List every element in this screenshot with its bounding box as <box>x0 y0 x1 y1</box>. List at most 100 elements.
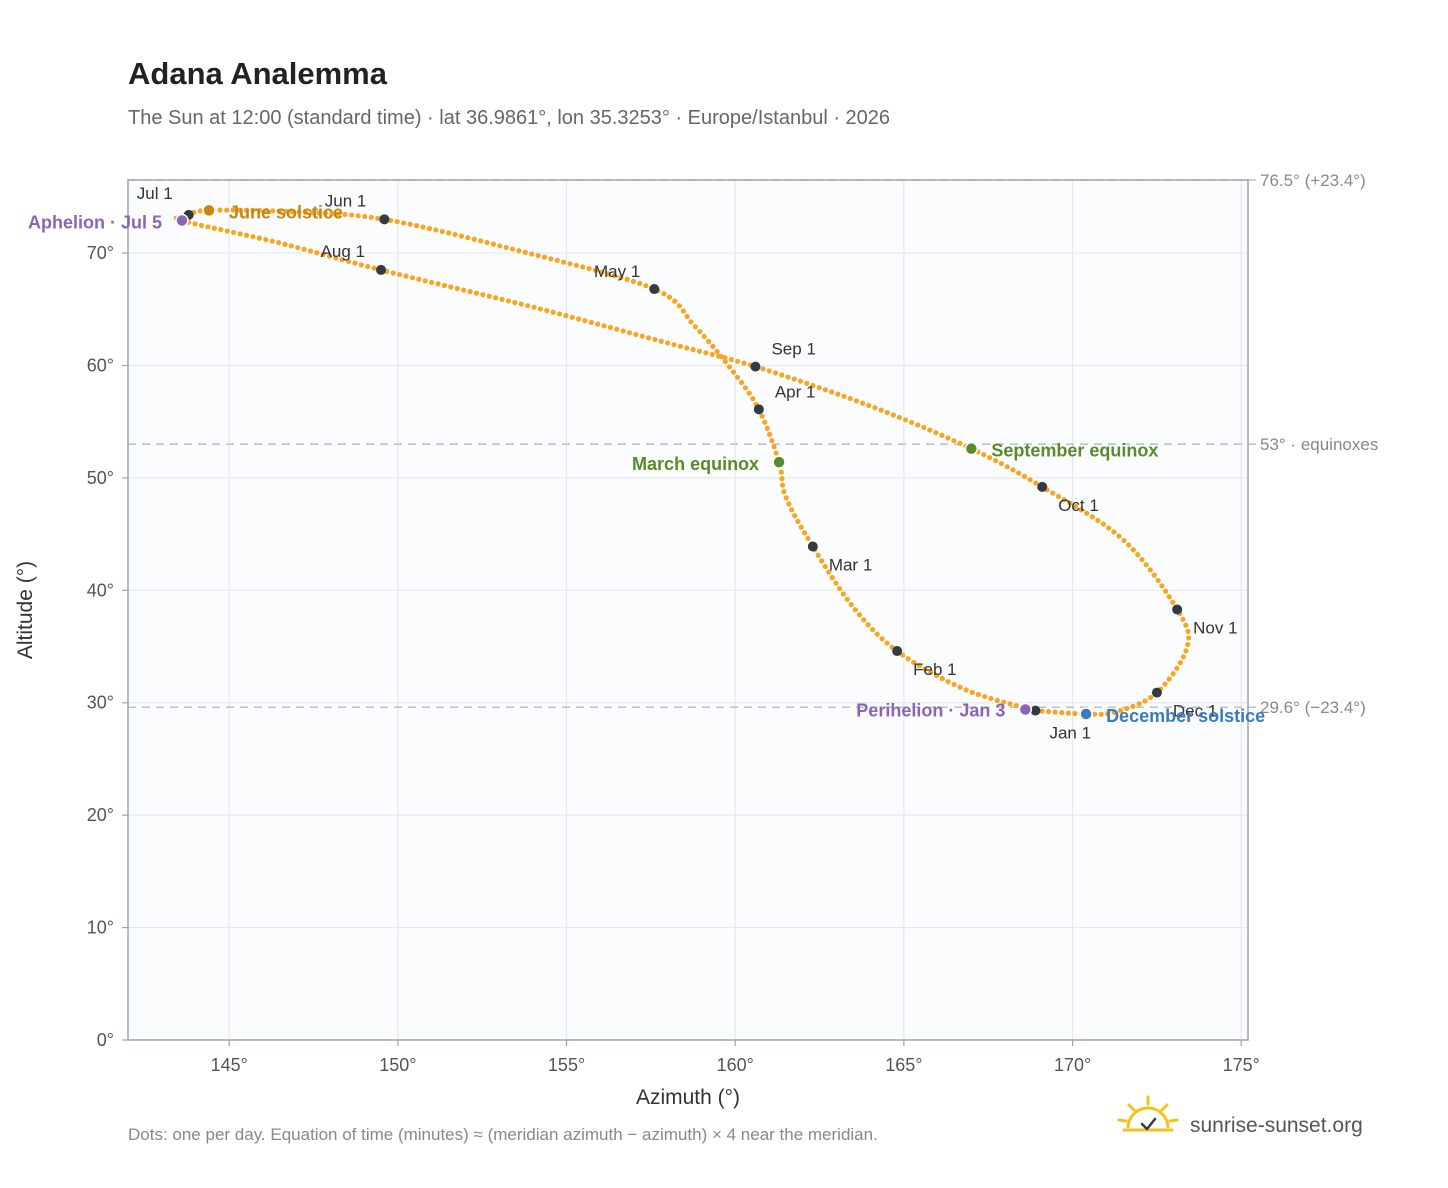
daily-dot <box>922 666 928 672</box>
daily-dot <box>499 296 505 302</box>
daily-dot <box>792 513 798 519</box>
daily-dot <box>878 407 884 413</box>
daily-dot <box>1084 510 1090 516</box>
daily-dot <box>401 220 407 226</box>
daily-dot <box>1116 533 1122 539</box>
daily-dot <box>397 271 403 278</box>
daily-dot <box>684 345 690 351</box>
month-markers: Jan 1 Feb 1 Mar 1 Apr 1 May 1 Jun 1 Jul 1 Aug 1… <box>137 184 1238 743</box>
daily-dot <box>1183 622 1189 628</box>
daily-dot <box>611 273 618 279</box>
daily-dot <box>446 230 452 236</box>
chart-title: Adana Analemma <box>128 56 388 91</box>
daily-dot <box>916 663 922 669</box>
month-marker-dot <box>892 646 903 657</box>
daily-dot <box>798 524 804 530</box>
daily-dot <box>429 279 435 285</box>
daily-dot <box>829 389 835 395</box>
daily-dot <box>815 552 821 558</box>
daily-dot <box>1124 705 1130 712</box>
daily-dot <box>841 393 847 399</box>
daily-dot <box>1004 464 1010 470</box>
daily-dot <box>471 236 477 242</box>
y-axis-label: Altitude (°) <box>14 561 37 659</box>
daily-dot <box>1072 710 1078 717</box>
daily-dot <box>722 355 728 361</box>
month-marker-dot <box>753 404 764 415</box>
daily-dot <box>760 366 766 372</box>
daily-dot <box>1136 701 1142 707</box>
daily-dot <box>316 210 322 216</box>
grid-lines <box>128 180 1248 1041</box>
daily-dot <box>362 213 368 220</box>
daily-dot <box>835 391 841 397</box>
daily-dot <box>525 303 531 309</box>
daily-dot <box>493 295 499 301</box>
daily-dot <box>256 235 262 241</box>
daily-dot <box>1148 694 1154 701</box>
june-solstice-label: June solstice <box>229 202 343 222</box>
daily-dot <box>448 284 454 290</box>
daily-dot <box>569 314 575 320</box>
daily-dot <box>269 238 275 244</box>
daily-dot <box>840 591 846 597</box>
daily-dot <box>735 358 741 364</box>
daily-dot <box>1016 470 1022 476</box>
footnote: Dots: one per day. Equation of time (min… <box>128 1125 878 1144</box>
daily-dot <box>1142 698 1148 704</box>
daily-dot <box>243 232 250 238</box>
daily-dot <box>224 207 230 213</box>
daily-dot <box>548 256 554 262</box>
daily-dot <box>1139 556 1145 563</box>
daily-dot <box>969 689 975 695</box>
daily-dot <box>1059 710 1065 716</box>
daily-dot <box>607 324 614 331</box>
daily-dot <box>819 558 825 564</box>
x-tick-label: 175° <box>1223 1055 1260 1075</box>
daily-dot <box>726 364 733 370</box>
y-tick-label: 20° <box>87 805 114 825</box>
daily-dot <box>1174 665 1180 671</box>
daily-dot <box>734 374 741 380</box>
daily-dot <box>933 672 940 679</box>
daily-dot <box>933 430 939 436</box>
daily-dot <box>801 530 808 536</box>
daily-dot <box>1162 681 1168 687</box>
x-tick-label: 165° <box>885 1055 922 1075</box>
daily-dot <box>661 291 667 297</box>
y-tick-label: 70° <box>87 243 114 263</box>
daily-dot <box>250 207 256 213</box>
daily-dot <box>829 575 835 581</box>
month-marker-dot <box>376 264 387 275</box>
daily-dot <box>467 288 473 295</box>
daily-dot <box>1065 710 1071 716</box>
daily-dot <box>680 308 687 314</box>
daily-dot <box>580 264 586 270</box>
daily-dot <box>541 254 548 260</box>
daily-dot <box>1185 641 1191 648</box>
daily-dot <box>684 313 690 320</box>
daily-dot <box>1021 473 1028 479</box>
daily-dot <box>822 563 828 570</box>
daily-dot <box>780 482 786 488</box>
daily-dot <box>339 257 345 263</box>
daily-dot <box>497 243 503 249</box>
daily-dot <box>409 275 416 281</box>
daily-dot <box>1183 648 1189 654</box>
daily-dot <box>1117 707 1124 714</box>
daily-dot <box>1121 537 1127 544</box>
daily-dot <box>1050 490 1056 496</box>
daily-dot <box>505 298 512 304</box>
daily-dot <box>853 398 860 404</box>
daily-dot <box>452 231 458 238</box>
x-tick-label: 145° <box>211 1055 248 1075</box>
daily-dot <box>981 452 987 458</box>
daily-dot <box>573 262 579 268</box>
daily-dot <box>458 233 465 239</box>
daily-dot <box>516 248 522 254</box>
daily-dot <box>1135 552 1141 558</box>
daily-dot <box>592 267 599 273</box>
daily-dot <box>759 413 765 419</box>
daily-dot <box>805 535 811 542</box>
